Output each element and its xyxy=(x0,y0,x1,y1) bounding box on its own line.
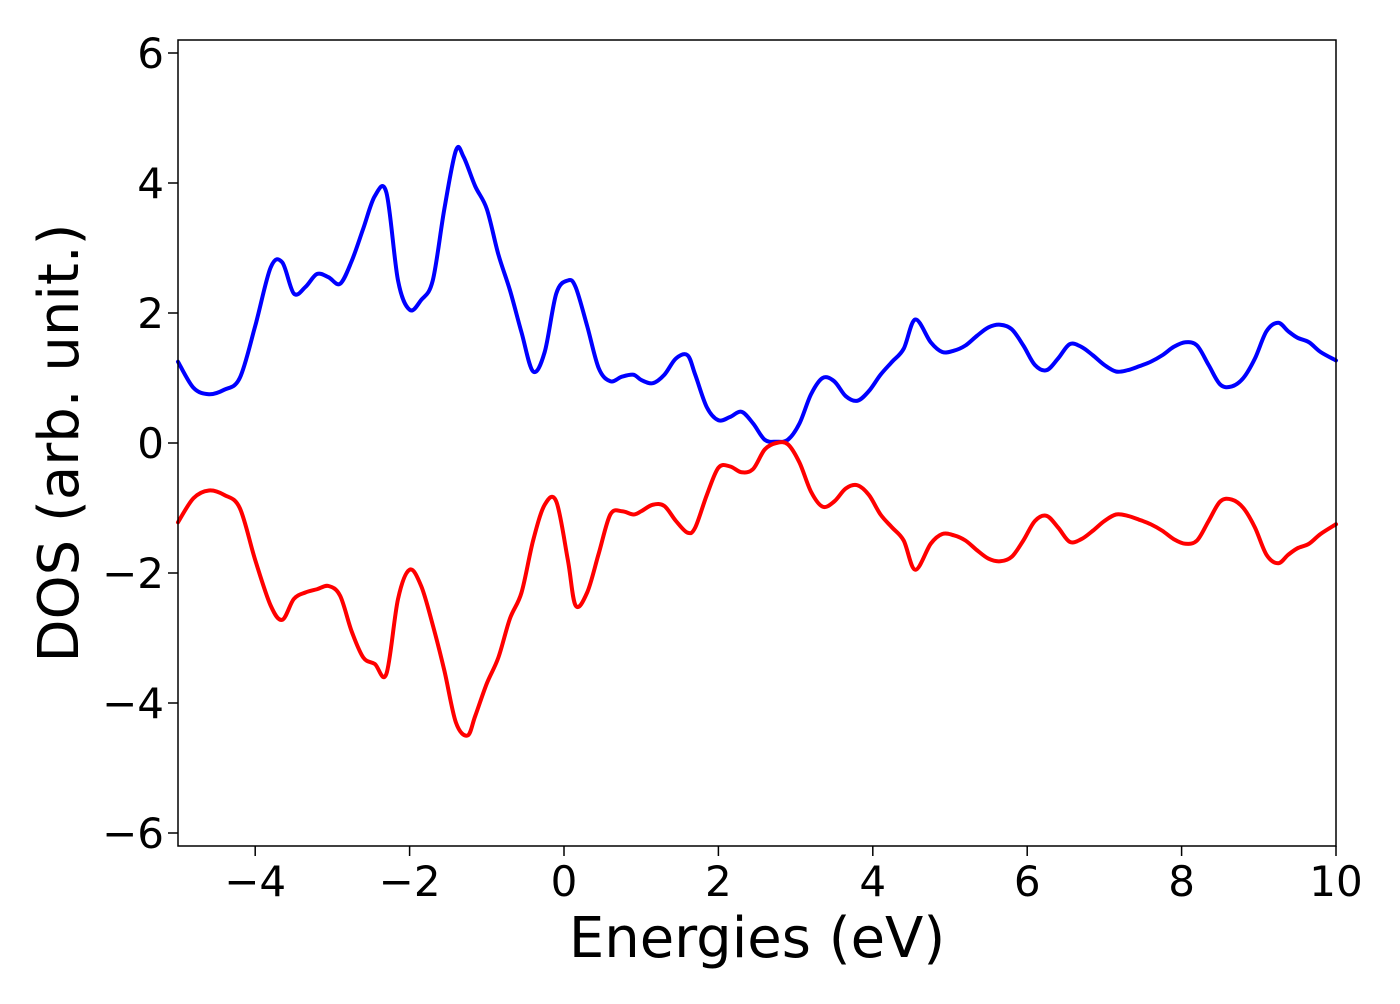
series-line-2 xyxy=(176,440,1338,738)
y-tick-label: −2 xyxy=(102,549,164,598)
series-line-1 xyxy=(176,145,1338,444)
x-tick-label: 8 xyxy=(1168,857,1195,906)
x-axis-ticks: −4 −2 0 2 4 6 8 10 xyxy=(224,846,1363,906)
x-tick-label: 0 xyxy=(551,857,578,906)
y-axis-label: DOS (arb. unit.) xyxy=(27,223,92,662)
y-axis-ticks: −6 −4 −2 0 2 4 6 xyxy=(102,29,178,858)
y-tick-label: −6 xyxy=(102,809,164,858)
plot-background xyxy=(178,40,1336,846)
y-tick-label: 6 xyxy=(137,29,164,78)
y-tick-label: 4 xyxy=(137,159,164,208)
y-tick-label: 2 xyxy=(137,289,164,338)
series-layer xyxy=(176,145,1338,738)
x-tick-label: 6 xyxy=(1014,857,1041,906)
x-tick-label: 4 xyxy=(859,857,886,906)
y-tick-label: 0 xyxy=(137,419,164,468)
x-tick-label: 2 xyxy=(705,857,732,906)
x-tick-label: 10 xyxy=(1309,857,1362,906)
x-tick-label: −4 xyxy=(224,857,286,906)
x-tick-label: −2 xyxy=(379,857,441,906)
y-tick-label: −4 xyxy=(102,679,164,728)
x-axis-label: Energies (eV) xyxy=(569,906,945,971)
